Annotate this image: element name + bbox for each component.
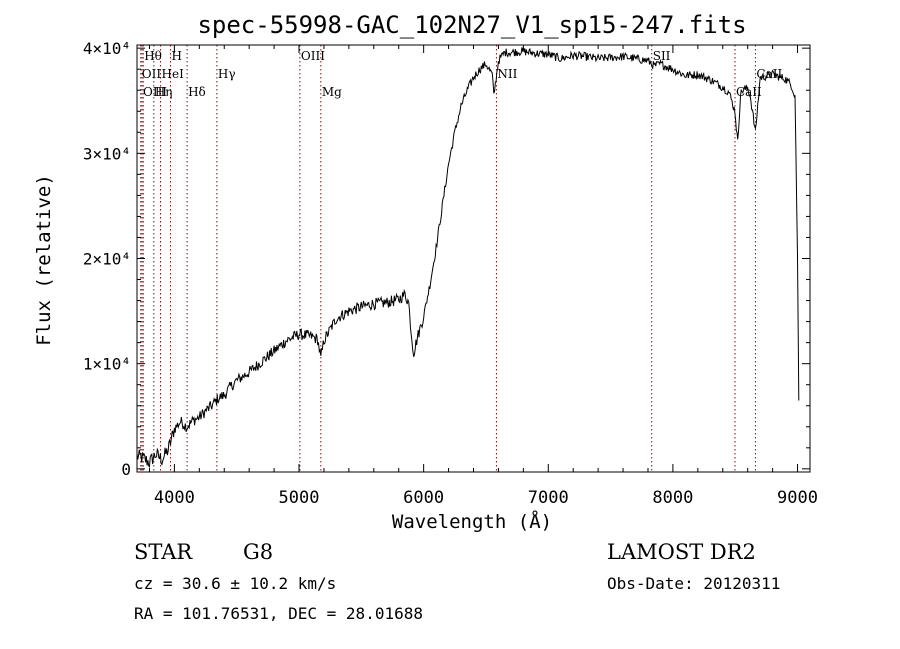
y-tick-label: 1×10⁴: [83, 355, 131, 374]
y-axis-ticks: 0 1×10⁴ 2×10⁴ 3×10⁴ 4×10⁴: [83, 39, 810, 479]
spectral-line-label: Hγ: [218, 67, 236, 81]
chart-title: spec-55998-GAC_102N27_V1_sp15-247.fits: [197, 11, 746, 39]
observation-date: Obs-Date: 20120311: [607, 574, 781, 593]
spectral-lines: [140, 45, 756, 472]
spectral-line-label: OIII: [301, 49, 325, 63]
y-tick-label: 0: [121, 460, 131, 479]
spectral-line-label: OII: [142, 67, 162, 81]
x-tick-label: 8000: [652, 488, 693, 508]
spectral-line-label: H: [172, 49, 182, 63]
spectrum-line: [136, 47, 800, 469]
coordinates-line: RA = 101.76531, DEC = 28.01688: [134, 604, 423, 623]
x-tick-label: 5000: [279, 488, 320, 508]
redshift-line: cz = 30.6 ± 10.2 km/s: [134, 574, 337, 593]
x-tick-label: 4000: [154, 488, 195, 508]
spectral-line-label: CaII: [756, 67, 782, 81]
spectral-line-label: Mg: [322, 85, 342, 99]
y-tick-label: 3×10⁴: [83, 144, 131, 163]
spectral-line-label: HeI: [162, 67, 185, 81]
spectrum-series: [136, 47, 800, 469]
spectral-line-label: SII: [653, 49, 671, 63]
object-subclass: G8: [243, 540, 274, 564]
x-axis-ticks: 4000 5000 6000 7000 8000 9000: [148, 45, 818, 508]
spectral-line-label: CaII: [736, 85, 762, 99]
x-axis-label: Wavelength (Å): [392, 510, 552, 533]
spectral-line-label: NII: [497, 67, 517, 81]
x-tick-label: 6000: [403, 488, 444, 508]
spectral-line-label: Hθ: [144, 49, 162, 63]
object-class: STAR: [134, 540, 193, 564]
spectral-line-label: Hη: [155, 85, 173, 99]
x-tick-label: 9000: [777, 488, 818, 508]
y-tick-label: 4×10⁴: [83, 39, 131, 58]
y-tick-label: 2×10⁴: [83, 250, 131, 269]
x-tick-label: 7000: [528, 488, 569, 508]
spectral-line-label: OIII: [143, 85, 167, 99]
y-axis-label: Flux (relative): [33, 174, 55, 346]
plot-frame: [136, 44, 811, 473]
survey-name: LAMOST DR2: [607, 540, 756, 564]
spectral-line-label: Hδ: [188, 85, 206, 99]
